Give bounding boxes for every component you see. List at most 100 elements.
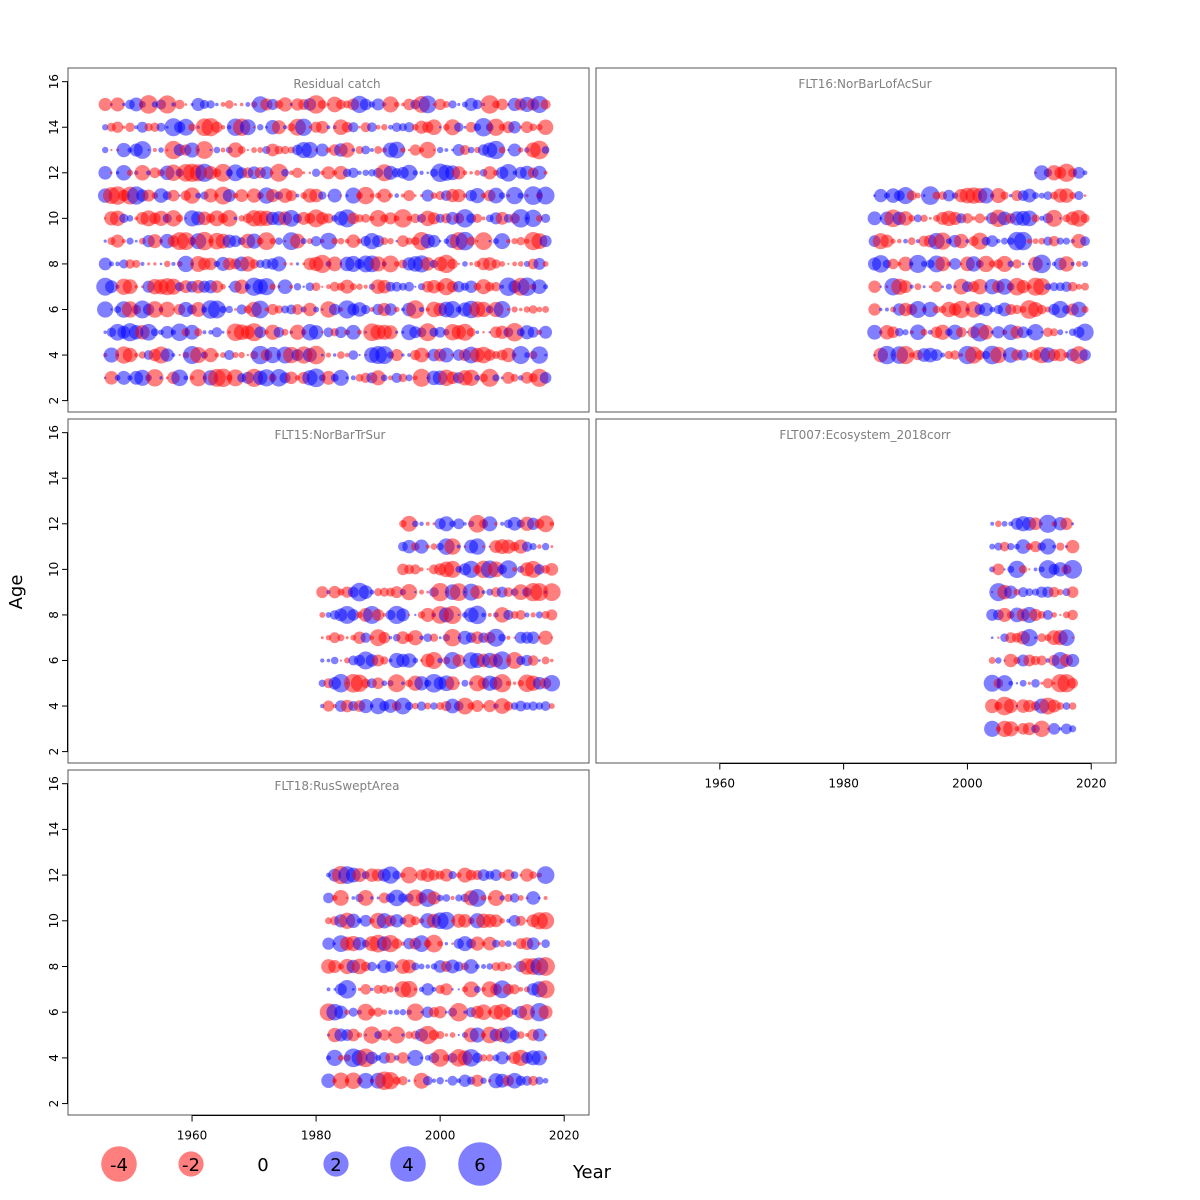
residual-bubble	[165, 164, 182, 182]
residual-bubble	[974, 350, 985, 360]
residual-bubble	[394, 697, 412, 715]
residual-bubble	[183, 187, 201, 204]
residual-bubble	[357, 170, 362, 175]
residual-bubble	[147, 262, 151, 266]
residual-bubble	[1027, 681, 1032, 685]
residual-bubble	[393, 261, 400, 267]
residual-bubble	[548, 703, 555, 710]
residual-bubble	[524, 612, 530, 618]
residual-bubble	[289, 284, 294, 289]
residual-bubble	[549, 521, 555, 527]
residual-bubble	[436, 146, 444, 154]
residual-bubble	[178, 353, 181, 357]
residual-bubble	[1017, 326, 1030, 339]
y-tick-label: 12	[47, 867, 61, 882]
residual-bubble	[327, 188, 342, 203]
residual-bubble	[532, 279, 547, 295]
residual-bubble	[1025, 588, 1034, 597]
residual-bubble	[495, 1051, 509, 1065]
residual-bubble	[457, 102, 461, 107]
residual-bubble	[195, 231, 214, 251]
residual-bubble	[220, 102, 226, 107]
residual-bubble	[532, 165, 547, 180]
residual-bubble	[421, 189, 434, 202]
residual-bubble	[515, 609, 526, 620]
residual-bubble	[350, 375, 356, 381]
residual-bubble	[533, 257, 546, 270]
residual-bubble	[402, 539, 416, 554]
residual-bubble	[1031, 214, 1040, 223]
residual-bubble	[277, 279, 293, 295]
residual-bubble	[344, 1009, 350, 1015]
residual-bubble	[284, 371, 298, 385]
residual-bubble	[444, 1010, 448, 1014]
residual-bubble	[430, 192, 438, 199]
residual-bubble	[116, 165, 132, 181]
residual-bubble	[1048, 235, 1060, 247]
residual-bubble	[409, 144, 421, 156]
residual-bubble	[246, 188, 262, 203]
residual-bubble	[382, 255, 399, 273]
residual-bubble	[472, 1052, 483, 1064]
residual-bubble	[310, 235, 322, 247]
residual-bubble	[328, 959, 342, 973]
residual-bubble	[1068, 702, 1077, 710]
residual-bubble	[404, 701, 414, 711]
residual-bubble	[384, 212, 397, 225]
residual-bubble	[487, 889, 504, 906]
residual-bubble	[206, 100, 215, 109]
residual-bubble	[239, 119, 256, 136]
residual-bubble	[1026, 238, 1032, 244]
residual-bubble	[541, 939, 550, 948]
residual-bubble	[1069, 192, 1077, 200]
residual-bubble	[177, 118, 195, 136]
residual-bubble	[1046, 262, 1050, 266]
residual-bubble	[133, 352, 139, 358]
residual-bubble	[363, 1026, 381, 1044]
residual-bubble	[538, 896, 541, 900]
residual-bubble	[152, 147, 157, 153]
residual-bubble	[1018, 587, 1029, 598]
residual-bubble	[412, 702, 419, 710]
residual-bubble	[535, 1076, 544, 1085]
residual-bubble	[345, 1072, 362, 1090]
residual-bubble	[920, 186, 940, 205]
residual-bubble	[163, 260, 171, 268]
residual-bubble	[508, 120, 521, 134]
residual-bubble	[884, 307, 889, 312]
residual-bubble	[110, 148, 113, 152]
residual-bubble	[463, 981, 480, 998]
legend-label: 6	[474, 1155, 485, 1176]
residual-bubble	[517, 261, 524, 267]
residual-bubble	[492, 374, 500, 382]
residual-bubble	[1037, 633, 1047, 643]
residual-bubble	[1000, 191, 1009, 200]
x-tick-label: 2000	[425, 1129, 456, 1143]
residual-bubble	[326, 284, 331, 290]
residual-bubble	[381, 680, 388, 687]
panel-frame	[595, 67, 1117, 413]
residual-bubble	[111, 121, 124, 133]
residual-bubble	[326, 1049, 343, 1066]
residual-bubble	[320, 658, 325, 663]
legend-label: 2	[330, 1155, 341, 1176]
residual-bubble	[269, 163, 288, 182]
residual-bubble	[407, 353, 412, 357]
residual-bubble	[431, 986, 437, 992]
residual-bubble	[132, 259, 141, 268]
residual-bubble	[459, 145, 470, 155]
residual-bubble	[184, 324, 200, 340]
residual-bubble	[480, 895, 487, 901]
residual-bubble	[922, 285, 926, 289]
residual-bubble	[388, 141, 406, 159]
residual-bubble	[1058, 629, 1075, 646]
residual-bubble	[345, 187, 362, 204]
residual-bubble	[509, 1029, 520, 1041]
residual-bubble	[972, 278, 988, 295]
residual-bubble	[996, 238, 1001, 244]
residual-bubble	[899, 280, 912, 294]
residual-bubble	[203, 347, 218, 363]
residual-bubble	[879, 285, 882, 288]
residual-bubble	[98, 97, 112, 112]
residual-bubble	[1066, 653, 1080, 668]
